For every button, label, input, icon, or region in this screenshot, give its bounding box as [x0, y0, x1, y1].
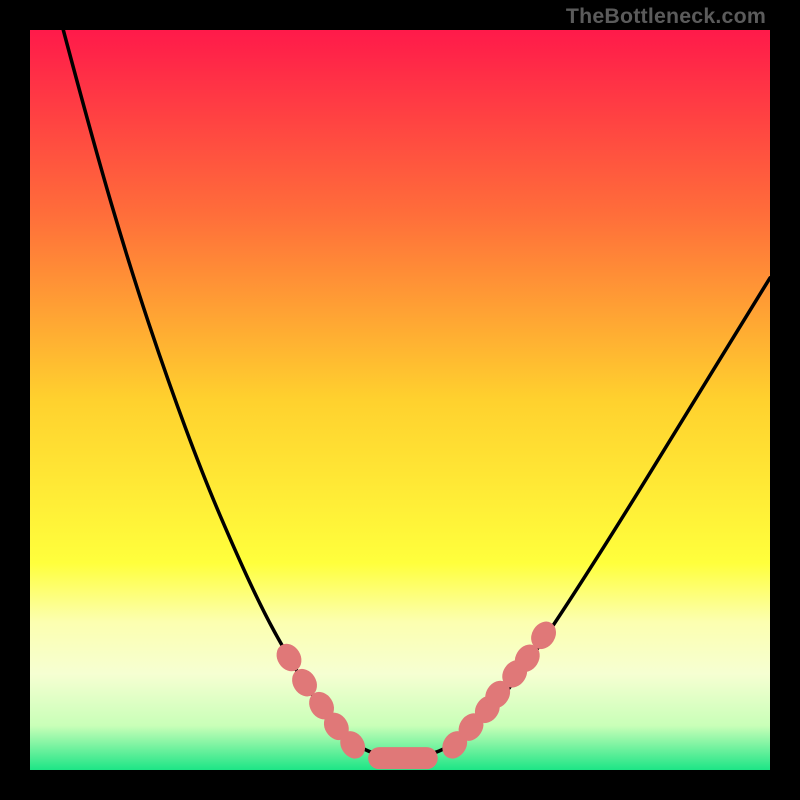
chart-frame: TheBottleneck.com [0, 0, 800, 800]
bottleneck-curve [0, 0, 800, 800]
